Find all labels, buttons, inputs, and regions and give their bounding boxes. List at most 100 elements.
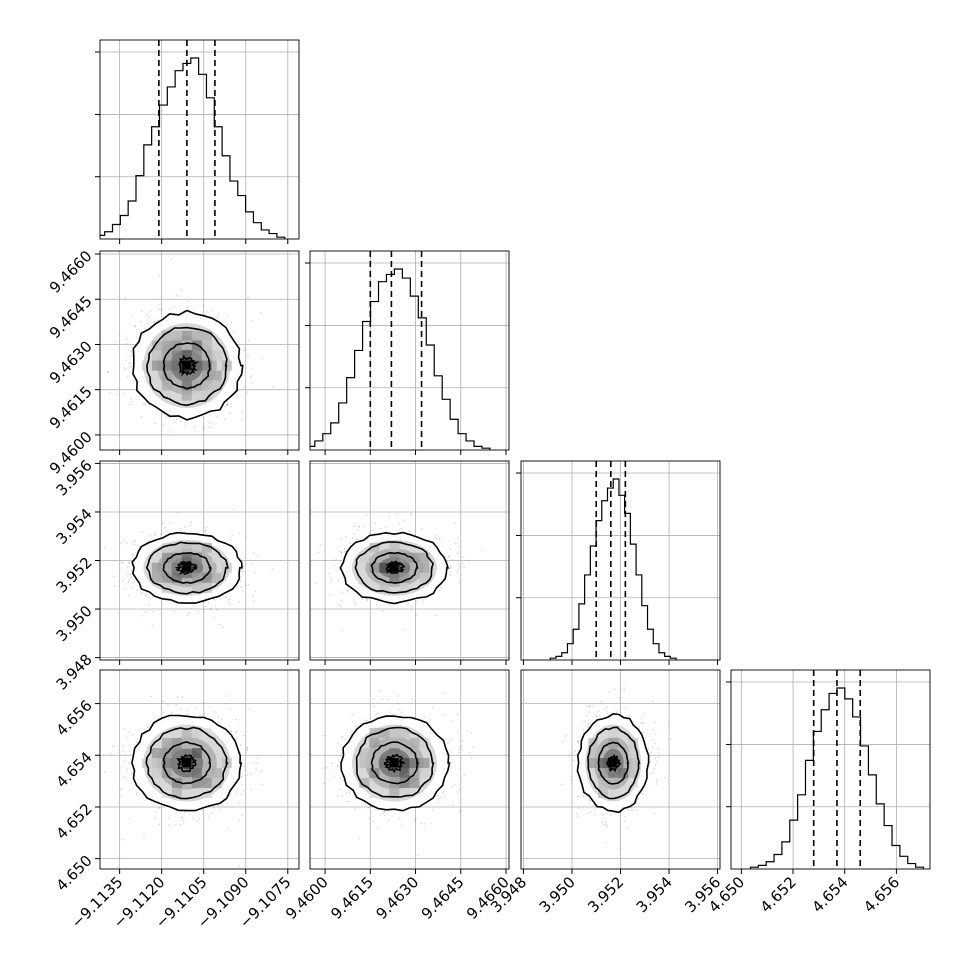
scatter-point <box>202 428 204 430</box>
density-cell <box>211 380 222 391</box>
density-cell <box>151 572 162 583</box>
scatter-point <box>169 522 172 524</box>
panel-frame <box>309 669 510 870</box>
scatter-point <box>242 570 244 573</box>
scatter-point <box>128 750 131 752</box>
scatter-point <box>336 742 339 745</box>
scatter-point <box>208 706 211 709</box>
scatter-point <box>147 596 150 598</box>
scatter-point <box>598 710 600 713</box>
scatter-point <box>230 730 232 732</box>
contour-line <box>339 531 450 605</box>
density-cell <box>419 738 430 749</box>
scatter-point <box>141 615 144 617</box>
scatter-point <box>203 713 206 715</box>
scatter-point <box>631 809 633 811</box>
density-panel-3-0 <box>95 669 300 874</box>
scatter-point <box>443 714 445 716</box>
density-cell <box>379 562 390 573</box>
scatter-point <box>208 426 210 428</box>
scatter-point <box>131 401 133 404</box>
scatter-point <box>450 739 452 741</box>
scatter-point <box>148 539 151 542</box>
scatter-point <box>113 744 115 747</box>
scatter-point <box>410 513 413 516</box>
scatter-point <box>442 791 445 794</box>
scatter-point <box>214 599 216 601</box>
scatter-point <box>205 311 207 313</box>
scatter-point <box>336 764 339 767</box>
scatter-point <box>383 810 386 813</box>
scatter-point <box>173 610 175 613</box>
scatter-point <box>180 816 183 819</box>
contour-line <box>132 309 244 421</box>
scatter-point <box>388 605 391 607</box>
scatter-point <box>251 563 253 566</box>
scatter-point <box>124 297 127 299</box>
scatter-point <box>439 537 441 540</box>
scatter-point <box>193 426 196 429</box>
scatter-point <box>461 556 464 559</box>
scatter-point <box>414 818 417 820</box>
scatter-point <box>155 810 157 813</box>
scatter-point <box>400 527 402 530</box>
scatter-point <box>165 416 168 418</box>
scatter-point <box>250 320 253 322</box>
scatter-point <box>113 575 115 578</box>
scatter-point <box>168 816 170 819</box>
density-cell <box>161 572 172 583</box>
scatter-point <box>381 698 384 701</box>
scatter-point <box>120 789 122 791</box>
scatter-point <box>361 598 364 600</box>
scatter-point <box>449 548 452 550</box>
scatter-point <box>240 576 242 578</box>
scatter-point <box>271 385 274 388</box>
scatter-point <box>149 534 152 537</box>
scatter-point <box>141 531 143 533</box>
scatter-point <box>125 777 127 779</box>
scatter-point <box>226 695 228 697</box>
scatter-point <box>154 320 156 322</box>
scatter-point <box>246 747 248 750</box>
scatter-point <box>147 726 150 728</box>
scatter-point <box>195 707 198 710</box>
scatter-point <box>456 713 459 716</box>
scatter-point <box>143 799 146 802</box>
scatter-point <box>188 611 190 614</box>
scatter-point <box>340 551 343 554</box>
scatter-point <box>398 817 401 820</box>
scatter-point <box>175 704 177 706</box>
scatter-point <box>216 415 218 418</box>
scatter-point <box>130 576 132 579</box>
scatter-point <box>125 571 127 574</box>
scatter-point <box>124 587 126 590</box>
scatter-point <box>122 745 124 748</box>
density-cell <box>151 768 162 779</box>
scatter-point <box>260 770 263 773</box>
scatter-point <box>253 572 256 574</box>
scatter-point <box>235 546 238 549</box>
density-cell <box>211 552 222 563</box>
scatter-point <box>341 736 344 739</box>
scatter-point <box>140 415 143 418</box>
density-cell <box>201 542 212 553</box>
scatter-point <box>239 719 241 721</box>
scatter-point <box>129 817 131 820</box>
scatter-point <box>346 590 349 592</box>
scatter-point <box>461 740 464 742</box>
scatter-point <box>186 306 189 308</box>
contour-line <box>354 541 434 594</box>
density-cell <box>201 582 212 593</box>
scatter-point <box>373 532 376 535</box>
scatter-point <box>243 765 246 768</box>
scatter-point <box>179 708 182 710</box>
density-cell <box>171 572 182 583</box>
scatter-point <box>339 755 342 757</box>
scatter-point <box>400 825 403 827</box>
scatter-point <box>190 521 193 524</box>
density-cell <box>191 552 202 563</box>
scatter-point <box>436 534 438 537</box>
scatter-point <box>187 300 190 303</box>
scatter-point <box>197 610 199 613</box>
scatter-point <box>186 614 189 616</box>
